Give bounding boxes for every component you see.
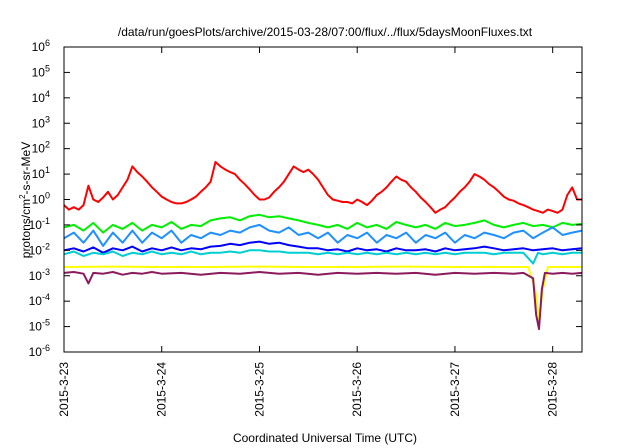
series-line-6 (63, 265, 582, 320)
y-tick-label: 104 (32, 89, 50, 105)
y-tick-label: 10-5 (29, 318, 50, 334)
y-tick-label-exponent: -5 (42, 318, 50, 328)
y-tick-label-exponent: -6 (42, 343, 50, 353)
y-tick-label-exponent: 0 (45, 191, 50, 201)
y-axis-label-rest: -s-sr-MeV (19, 142, 33, 195)
y-tick-label-exponent: -3 (42, 267, 50, 277)
y-tick-label-base: 10 (29, 294, 43, 308)
y-tick-label-exponent: 2 (45, 140, 50, 150)
y-tick-label-base: 10 (29, 320, 43, 334)
y-tick-label: 101 (32, 165, 50, 181)
y-tick-label-exponent: 5 (45, 63, 50, 73)
x-axis: 2015-3-23 2015-3-24 2015-3-25 2015-3-26 2015… (57, 47, 560, 417)
y-tick-label: 106 (32, 38, 50, 54)
y-tick-label: 105 (32, 63, 50, 79)
x-tick-label: 2015-3-23 (57, 362, 71, 417)
y-tick-label-exponent: 1 (45, 165, 50, 175)
y-tick-label-base: 10 (32, 167, 46, 181)
x-tick-label: 2015-3-28 (546, 362, 560, 417)
y-axis-label-exponent: 2 (18, 194, 27, 199)
y-tick-label-exponent: -4 (42, 292, 50, 302)
y-tick-label-exponent: -2 (42, 241, 50, 251)
x-axis-label: Coordinated Universal Time (UTC) (233, 431, 417, 445)
y-axis-label-main: protons/cm (19, 199, 33, 258)
x-tick-label: 2015-3-26 (350, 362, 364, 417)
y-tick-label: 102 (32, 140, 50, 156)
y-tick-label: 10-6 (29, 343, 50, 359)
y-tick-label-exponent: 6 (45, 38, 50, 48)
y-tick-label-base: 10 (29, 243, 43, 257)
series-line-2 (63, 213, 583, 234)
y-tick-label: 10-2 (29, 241, 50, 257)
y-tick-label-base: 10 (32, 65, 46, 79)
y-tick-label-base: 10 (29, 269, 43, 283)
y-axis: 10-610-510-410-310-210-11001011021031041… (29, 38, 582, 359)
y-tick-label-base: 10 (29, 218, 43, 232)
y-tick-label: 10-1 (29, 216, 50, 232)
series-line-7 (63, 271, 583, 330)
y-tick-label-base: 10 (32, 91, 46, 105)
y-tick-label-base: 10 (32, 40, 46, 54)
y-tick-label-base: 10 (32, 116, 46, 130)
y-tick-label-base: 10 (29, 345, 43, 359)
y-tick-label: 10-4 (29, 292, 50, 308)
y-axis-label: protons/cm2-s-sr-MeV (18, 142, 33, 258)
y-tick-label-exponent: 3 (45, 114, 50, 124)
y-tick-label-exponent: 4 (45, 89, 50, 99)
plot-frame (63, 46, 583, 353)
y-tick-label: 103 (32, 114, 50, 130)
x-tick-label: 2015-3-24 (155, 362, 169, 417)
y-tick-label-base: 10 (32, 142, 46, 156)
chart-title: /data/run/goesPlots/archive/2015-03-28/0… (118, 25, 533, 39)
series-line-4 (63, 240, 583, 254)
y-tick-label-base: 10 (32, 193, 46, 207)
series-line-5 (63, 249, 582, 265)
y-tick-label: 10-3 (29, 267, 50, 283)
series-line-3 (63, 223, 583, 247)
x-tick-label: 2015-3-27 (448, 362, 462, 417)
y-tick-label-exponent: -1 (42, 216, 50, 226)
series-layer (63, 161, 583, 330)
series-line-1 (63, 161, 582, 214)
x-tick-label: 2015-3-25 (252, 362, 266, 417)
y-tick-label: 100 (32, 191, 50, 207)
